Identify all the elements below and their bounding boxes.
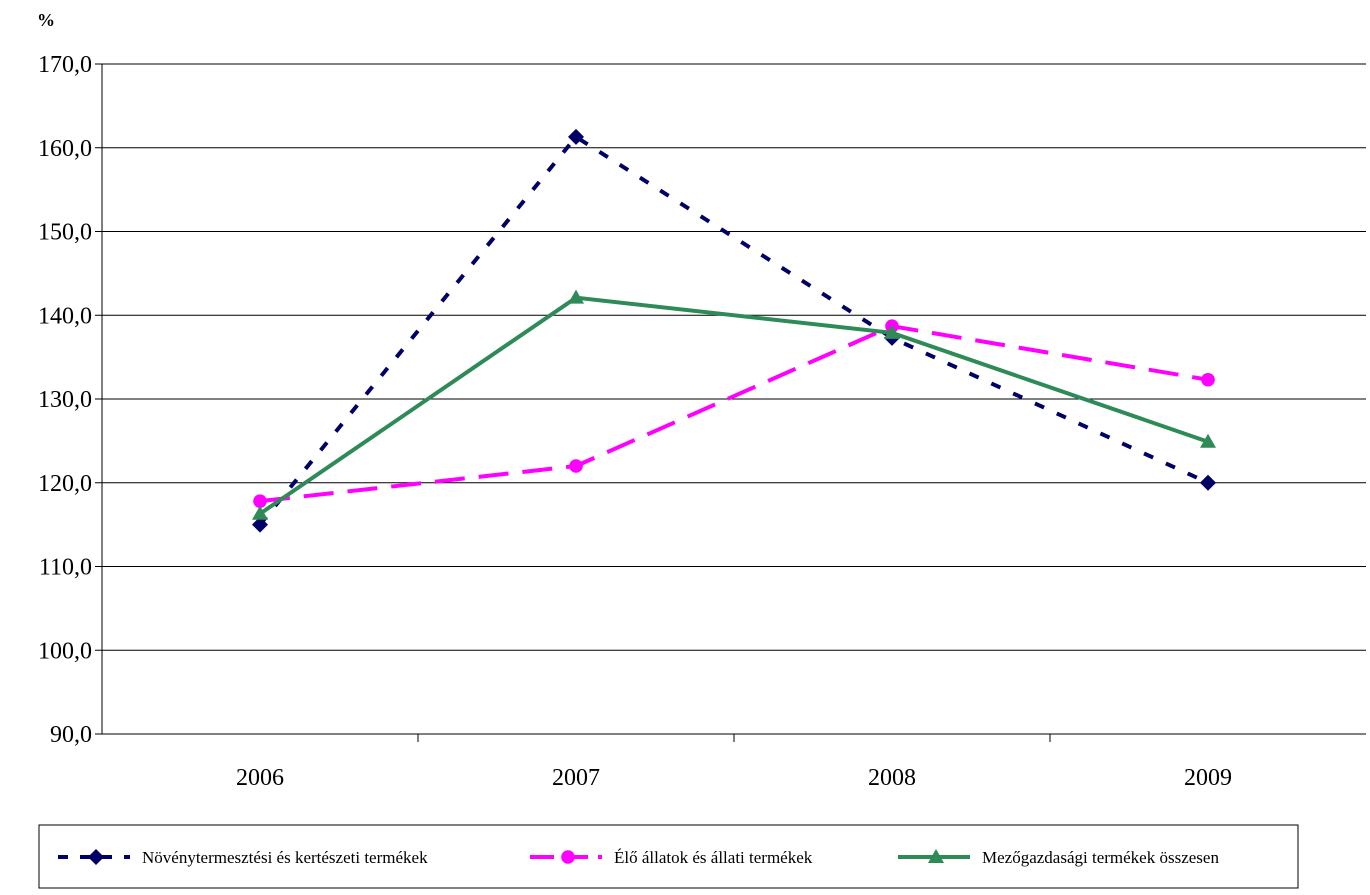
series-line — [258, 134, 1209, 526]
y-tick-label: 90,0 — [50, 722, 92, 748]
y-tick-label: 160,0 — [38, 136, 92, 162]
y-tick-label: 100,0 — [38, 638, 92, 664]
series-diamond-group — [252, 128, 1216, 533]
data-point-diamond — [252, 516, 268, 533]
y-tick-label: 150,0 — [38, 220, 92, 246]
data-point-triangle — [252, 505, 268, 520]
legend-label: Mezőgazdasági termékek összesen — [982, 848, 1219, 867]
series-triangle-group — [252, 289, 1216, 520]
series-line — [259, 324, 1209, 504]
x-tick-label: 2008 — [868, 765, 916, 791]
series-circle-group — [253, 319, 1215, 508]
data-point-circle — [253, 494, 267, 508]
data-point-triangle — [568, 289, 584, 304]
legend-entry: Növénytermesztési és kertészeti termékek — [58, 848, 428, 867]
data-point-circle — [1201, 372, 1215, 387]
data-point-circle — [569, 459, 583, 473]
series-lines — [252, 128, 1216, 533]
legend-marker-diamond — [88, 849, 104, 865]
data-point-triangle — [1200, 433, 1216, 448]
data-point-diamond — [1200, 474, 1216, 491]
legend-marker-triangle — [928, 849, 944, 863]
y-tick-label: 140,0 — [38, 303, 92, 329]
y-tick-label: 170,0 — [38, 52, 92, 78]
x-tick-label: 2006 — [236, 765, 284, 791]
data-point-triangle — [884, 324, 900, 339]
legend-box — [38, 824, 1299, 889]
grid-lines — [102, 63, 1366, 651]
axes: 90,0 100,0 110,0 120,0 130,0 140,0 150,0 160,0 1… — [38, 52, 1366, 791]
x-tick-label: 2009 — [1184, 765, 1232, 791]
legend: Növénytermesztési és kertészeti termékek… — [38, 824, 1299, 889]
legend-entry: Élő állatok és állati termékek — [530, 848, 813, 867]
y-tick-label: 110,0 — [39, 555, 92, 581]
data-point-diamond — [568, 128, 584, 145]
x-tick-label: 2007 — [552, 765, 600, 791]
y-tick-label: 120,0 — [38, 471, 92, 497]
legend-label: Élő állatok és állati termékek — [614, 848, 813, 867]
legend-marker-circle — [561, 850, 575, 864]
y-tick-label: 130,0 — [38, 387, 92, 413]
series-line — [258, 295, 1209, 516]
y-unit-label: % — [37, 10, 55, 30]
legend-label: Növénytermesztési és kertészeti termékek — [142, 848, 428, 867]
legend-entry: Mezőgazdasági termékek összesen — [898, 848, 1219, 867]
